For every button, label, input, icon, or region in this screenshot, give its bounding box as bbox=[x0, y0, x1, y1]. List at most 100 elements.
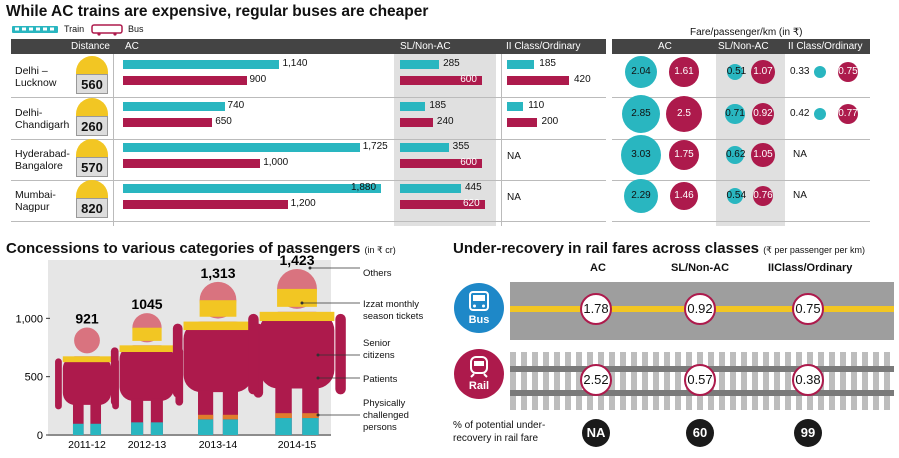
row-separator bbox=[612, 221, 870, 222]
y-tick-label: 0 bbox=[37, 430, 43, 442]
legend-dot bbox=[316, 413, 320, 417]
hdr-sl: SL/Non-AC bbox=[400, 41, 451, 52]
under-unit: (₹ per passenger per km) bbox=[763, 245, 865, 255]
legend-dot bbox=[300, 301, 304, 305]
ord-na: NA bbox=[507, 192, 521, 203]
sl-train-bar bbox=[400, 60, 440, 69]
route-line2: Chandigarh bbox=[15, 119, 70, 131]
legend-train-label: Train bbox=[64, 24, 85, 34]
row-separator bbox=[612, 97, 870, 98]
row-separator bbox=[11, 139, 606, 140]
legend-dot bbox=[308, 266, 312, 270]
value-label: 1,313 bbox=[200, 265, 235, 281]
sl-bus-label: 600 bbox=[460, 157, 477, 168]
route-line2: Bangalore bbox=[15, 160, 63, 172]
ac-train-label: 1,725 bbox=[362, 141, 388, 152]
sl-train-label: 355 bbox=[452, 141, 470, 152]
person-body-izzat bbox=[119, 345, 175, 353]
sl-bus-label: 620 bbox=[463, 198, 480, 209]
ur-col-ac: AC bbox=[590, 262, 606, 274]
sl-train-bar bbox=[400, 143, 449, 152]
fare-ord-train-label: 0.42 bbox=[790, 108, 810, 119]
distance-marker: 570 bbox=[76, 139, 108, 177]
legend-physical: Physically bbox=[363, 398, 406, 409]
route-line1: Hyderabad- bbox=[15, 148, 70, 160]
rail-tie bbox=[510, 352, 516, 410]
ac-train-bar bbox=[123, 143, 360, 152]
route-line1: Mumbai- bbox=[15, 189, 56, 201]
distance-value: 260 bbox=[76, 116, 108, 136]
person-arm-left bbox=[110, 347, 119, 406]
concessions-unit: (in ₹ cr) bbox=[364, 245, 396, 255]
value-label: 1,423 bbox=[279, 255, 314, 268]
route-line1: Delhi – bbox=[15, 65, 48, 77]
legend-patients: Patients bbox=[363, 374, 398, 385]
distance-value: 570 bbox=[76, 157, 108, 177]
person-head-izzat bbox=[199, 300, 237, 317]
fare-ac-bus: 1.46 bbox=[670, 182, 698, 210]
person-leg-challenged bbox=[302, 418, 319, 435]
ur-col-sl: SL/Non-AC bbox=[671, 262, 730, 274]
rail-tie bbox=[873, 352, 879, 410]
fare-sl-bus: 1.07 bbox=[751, 60, 775, 84]
fare-sl-train: 0.54 bbox=[726, 187, 746, 205]
pct-label-2: recovery in rail fare bbox=[453, 433, 539, 444]
bus-under-recovery: 0.92 bbox=[684, 293, 716, 325]
ac-bus-bar bbox=[123, 200, 288, 209]
person-leg-challenged bbox=[222, 419, 238, 435]
person-leg-challenged bbox=[198, 419, 214, 435]
person-body bbox=[183, 321, 253, 393]
ac-train-bar bbox=[123, 184, 381, 193]
ac-train-label: 1,140 bbox=[282, 58, 308, 69]
value-label: 921 bbox=[75, 311, 99, 327]
legend: Train Bus bbox=[11, 24, 144, 36]
person-body bbox=[62, 356, 112, 405]
legend-physical-3: persons bbox=[363, 422, 397, 433]
bus-under-recovery: 0.75 bbox=[792, 293, 824, 325]
rail-tie bbox=[609, 352, 615, 410]
rail-tie bbox=[730, 352, 736, 410]
ord-train-label: 110 bbox=[528, 100, 545, 111]
route-name: Mumbai- Nagpur bbox=[15, 189, 56, 213]
category-label: 2012-13 bbox=[128, 439, 167, 451]
ord-bus-label: 200 bbox=[541, 116, 559, 127]
value-label: 1045 bbox=[131, 296, 162, 312]
person-leg-challenged bbox=[90, 423, 102, 435]
bus-badge: Bus bbox=[454, 283, 504, 333]
ac-bus-label: 650 bbox=[215, 116, 232, 127]
rail-tie bbox=[719, 352, 725, 410]
ac-train-label: 740 bbox=[227, 100, 245, 111]
right-title: Fare/passenger/km (in ₹) bbox=[690, 27, 803, 38]
person-arm-left bbox=[55, 358, 62, 410]
row-separator bbox=[612, 139, 870, 140]
sl-bus-bar bbox=[400, 76, 483, 85]
rail-tie bbox=[785, 352, 791, 410]
hdr-distance: Distance bbox=[71, 41, 110, 52]
rail-tie bbox=[631, 352, 637, 410]
fare-sl-train: 0.62 bbox=[725, 145, 745, 165]
sl-bus-bar bbox=[400, 200, 485, 209]
divider bbox=[501, 54, 502, 226]
route-line2: Nagpur bbox=[15, 201, 50, 213]
sl-train-bar bbox=[400, 102, 426, 111]
fare-ac-train: 3.03 bbox=[620, 134, 661, 175]
category-label: 2014-15 bbox=[278, 439, 317, 451]
rail-tie bbox=[642, 352, 648, 410]
rail-front-icon bbox=[470, 356, 488, 378]
hdr-ac: AC bbox=[125, 41, 139, 52]
legend-dot bbox=[316, 353, 320, 357]
fare-sl-bus: 0.76 bbox=[752, 185, 774, 207]
rail-tie bbox=[653, 352, 659, 410]
ac-bus-bar bbox=[123, 76, 247, 85]
sl-train-label: 445 bbox=[465, 182, 482, 193]
rhdr-ord: II Class/Ordinary bbox=[788, 41, 863, 52]
pct-under-recovery: NA bbox=[582, 419, 610, 447]
rail-tie bbox=[884, 352, 890, 410]
concessions-title: Concessions to various categories of pas… bbox=[6, 240, 396, 257]
person-head-izzat bbox=[277, 288, 317, 307]
bus-front-icon bbox=[469, 291, 489, 311]
rail-tie bbox=[774, 352, 780, 410]
fare-ord-bus: 0.75 bbox=[838, 62, 858, 82]
person-leg bbox=[72, 402, 84, 435]
person-leg-challenged bbox=[131, 422, 144, 435]
